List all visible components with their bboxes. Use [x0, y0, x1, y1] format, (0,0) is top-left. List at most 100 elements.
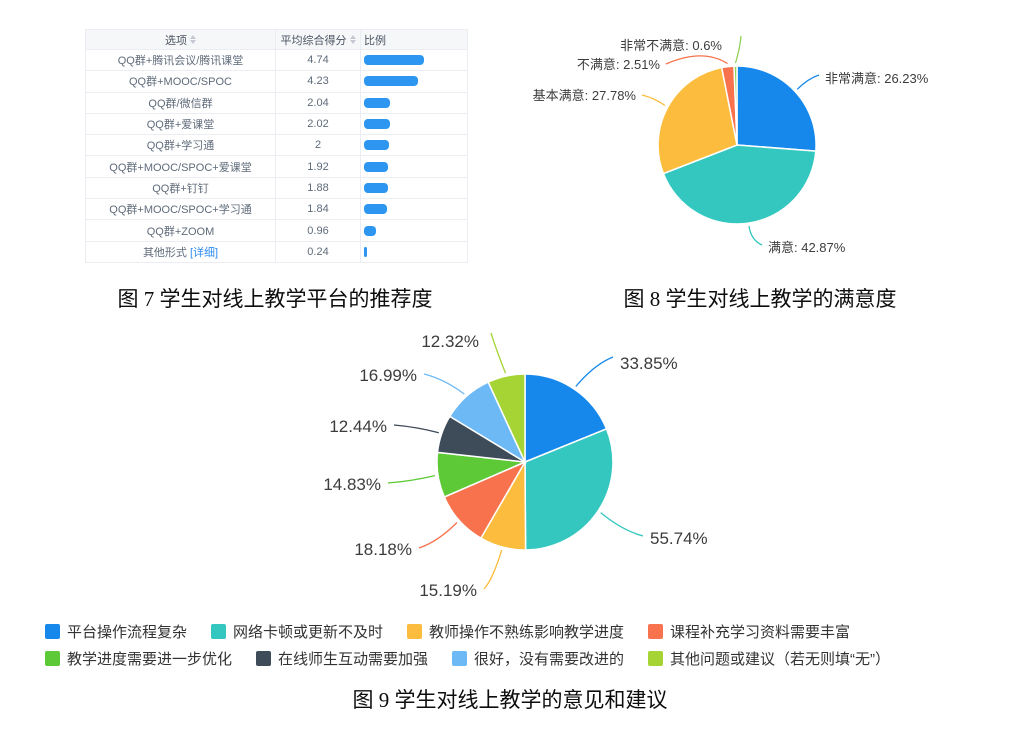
ratio-bar: [364, 55, 424, 66]
legend-item: 教师操作不熟练影响教学进度: [407, 621, 624, 642]
pie-label: 14.83%: [323, 475, 381, 494]
ratio-cell: [361, 135, 467, 155]
legend-item: 在线师生互动需要加强: [256, 648, 428, 669]
platform-recommendation-table: 选项 平均综合得分 比例 QQ群+腾讯会议/腾讯课堂 4.74 QQ群+MOOC/S…: [85, 29, 468, 263]
column-header-option-label: 选项: [165, 34, 187, 47]
score-cell: 4.74: [276, 50, 361, 71]
leader-line: [393, 424, 439, 434]
sort-icon: [349, 35, 356, 44]
ratio-bar: [364, 182, 388, 193]
ratio-cell: [361, 242, 467, 262]
option-cell: QQ群+学习通: [86, 135, 276, 156]
legend-swatch-icon: [45, 624, 60, 639]
feedback-legend: 平台操作流程复杂 网络卡顿或更新不及时 教师操作不熟练影响教学进度 课程补充学习资料需…: [45, 621, 1015, 669]
leader-line: [490, 332, 507, 374]
option-cell: QQ群/微信群: [86, 92, 276, 113]
ratio-bar: [364, 119, 390, 130]
pie-label: 12.32%: [421, 332, 479, 351]
ratio-bar: [364, 161, 389, 172]
ratio-cell: [361, 50, 467, 70]
table-row: QQ群+MOOC/SPOC 4.23: [86, 71, 467, 93]
score-cell: 4.23: [276, 71, 361, 92]
legend-label: 其他问题或建议（若无则填“无”）: [670, 651, 891, 668]
option-cell: QQ群+MOOC/SPOC+爱课堂: [86, 156, 276, 177]
column-header-score[interactable]: 平均综合得分: [276, 30, 361, 49]
ratio-cell: [361, 199, 467, 219]
pie-label: 满意: 42.87%: [768, 240, 846, 255]
pie-label: 18.18%: [354, 540, 412, 559]
legend-item: 课程补充学习资料需要丰富: [648, 621, 850, 642]
ratio-bar: [364, 76, 418, 87]
leader-line: [600, 512, 644, 537]
score-cell: 0.96: [276, 220, 361, 241]
table-row: QQ群+MOOC/SPOC+学习通 1.84: [86, 199, 467, 221]
legend-label: 教学进度需要进一步优化: [67, 651, 233, 668]
legend-label: 网络卡顿或更新不及时: [233, 624, 384, 641]
option-cell: QQ群+爱课堂: [86, 113, 276, 135]
leader-line: [796, 74, 820, 90]
table-row: QQ群+MOOC/SPOC+爱课堂 1.92: [86, 156, 467, 178]
pie-slice: [524, 427, 614, 551]
table-row: QQ群+爱课堂 2.02: [86, 113, 467, 136]
score-cell: 1.88: [276, 177, 361, 199]
legend-label: 很好，没有需要改进的: [474, 651, 625, 668]
legend-swatch-icon: [256, 651, 272, 666]
legend-label: 教师操作不熟练影响教学进度: [429, 624, 625, 641]
option-cell: QQ群+腾讯会议/腾讯课堂: [86, 50, 276, 71]
leader-line: [641, 94, 666, 107]
legend-swatch-icon: [407, 624, 423, 639]
pie-slice: [657, 66, 738, 175]
pie-label: 非常不满意: 0.6%: [620, 38, 722, 53]
ratio-cell: [361, 156, 467, 176]
ratio-bar: [364, 97, 390, 108]
score-cell: 2: [276, 135, 361, 156]
pie-slice: [662, 144, 817, 225]
option-cell: QQ群+钉钉: [86, 177, 276, 199]
leader-line: [734, 35, 742, 64]
column-header-ratio: 比例: [361, 30, 467, 49]
pie-label: 33.85%: [620, 354, 678, 373]
pie-slice: [736, 65, 817, 152]
option-cell: QQ群+ZOOM: [86, 220, 276, 241]
leader-line: [387, 474, 436, 484]
ratio-cell: [361, 93, 467, 113]
ratio-cell: [361, 71, 467, 91]
sort-icon: [190, 35, 196, 44]
pie-label: 16.99%: [359, 366, 417, 385]
score-cell: 0.24: [276, 241, 361, 262]
pie-label: 非常满意: 26.23%: [825, 71, 929, 86]
table-body: QQ群+腾讯会议/腾讯课堂 4.74 QQ群+MOOC/SPOC 4.23 QQ群/微信…: [86, 50, 467, 263]
leader-line: [748, 226, 763, 246]
ratio-bar: [364, 204, 388, 215]
ratio-bar: [364, 225, 377, 236]
pie-label: 15.19%: [419, 581, 477, 600]
legend-swatch-icon: [648, 651, 664, 666]
pie-slice: [524, 373, 608, 464]
legend-item: 教学进度需要进一步优化: [45, 648, 232, 669]
satisfaction-pie-chart: 非常满意: 26.23% 满意: 42.87% 基本满意: 27.78% 不满意: 2…: [533, 35, 929, 255]
table-row: QQ群+ZOOM 0.96: [86, 220, 467, 242]
table-row: QQ群+腾讯会议/腾讯课堂 4.74: [86, 50, 467, 72]
ratio-cell: [361, 220, 467, 240]
legend-label: 课程补充学习资料需要丰富: [670, 624, 851, 641]
ratio-cell: [361, 114, 467, 134]
leader-line: [423, 373, 465, 395]
detail-link[interactable]: [详细]: [189, 246, 219, 259]
figure7-caption: 图 7 学生对线上教学平台的推荐度: [117, 287, 433, 311]
legend-label: 在线师生互动需要加强: [278, 651, 429, 668]
legend-item: 其他问题或建议（若无则填“无”）: [648, 648, 890, 669]
pie-label: 12.44%: [329, 417, 387, 436]
table-row: QQ群/微信群 2.04: [86, 92, 467, 114]
table-header-row: 选项 平均综合得分 比例: [86, 30, 467, 50]
column-header-option[interactable]: 选项: [86, 30, 276, 49]
pie-label: 基本满意: 27.78%: [533, 88, 637, 103]
table-row: QQ群+学习通 2: [86, 135, 467, 157]
score-cell: 2.02: [276, 113, 361, 135]
pie-label: 不满意: 2.51%: [577, 57, 661, 72]
option-cell: QQ群+MOOC/SPOC+学习通: [86, 199, 276, 220]
score-cell: 2.04: [276, 92, 361, 113]
table-row: 其他形式 [详细] 0.24: [86, 241, 467, 263]
legend-swatch-icon: [452, 651, 468, 666]
column-header-ratio-label: 比例: [364, 34, 386, 47]
